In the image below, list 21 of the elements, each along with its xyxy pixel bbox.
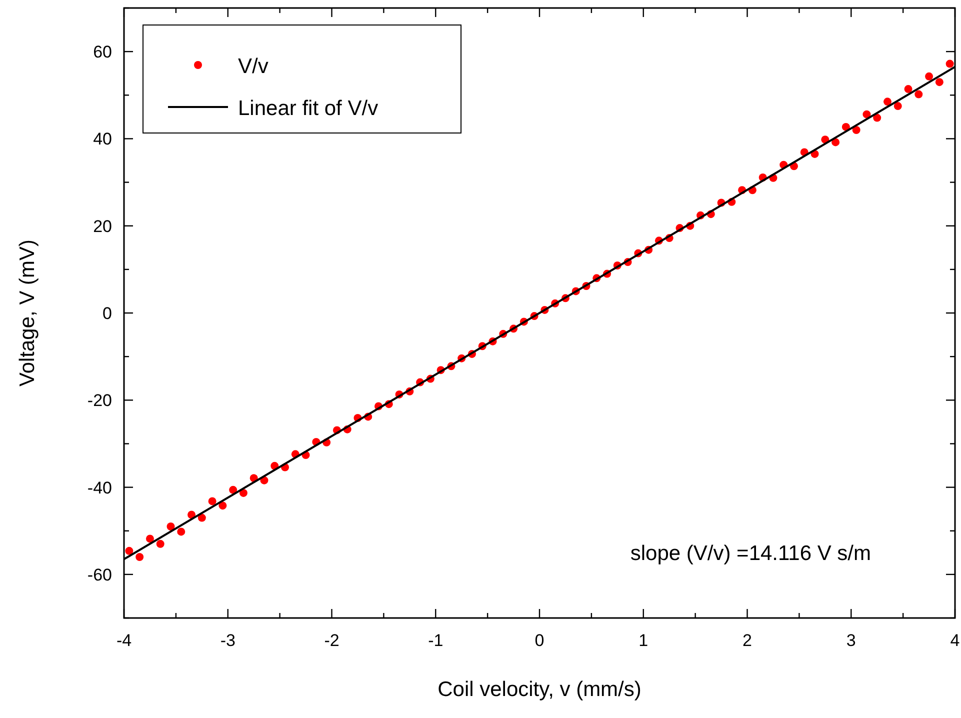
legend-label: Linear fit of V/v (238, 97, 379, 120)
y-tick-label: 20 (93, 216, 112, 236)
y-axis-title: Voltage, V (mV) (16, 239, 39, 387)
x-tick-label: 1 (638, 631, 648, 650)
y-tick-label: 40 (93, 130, 112, 149)
legend-label: V/v (238, 55, 269, 78)
x-tick-label: -4 (116, 631, 132, 650)
x-tick-label: 2 (742, 631, 752, 650)
y-tick-label: -60 (87, 565, 112, 584)
x-tick-label: 3 (846, 631, 856, 650)
annotation: slope (V/v) =14.116 V s/m (630, 542, 871, 565)
y-tick-label: -20 (87, 391, 112, 410)
y-tick-label: 60 (93, 42, 112, 62)
x-tick-label: 0 (534, 631, 544, 650)
y-tick-label: -40 (87, 478, 112, 498)
x-tick-label: -3 (220, 631, 236, 650)
x-tick-label: -2 (324, 631, 340, 650)
x-tick-label: 4 (950, 631, 960, 650)
x-axis-title: Coil velocity, v (mm/s) (438, 678, 642, 701)
y-tick-label: 0 (102, 304, 112, 323)
x-tick-label: -1 (428, 631, 444, 650)
